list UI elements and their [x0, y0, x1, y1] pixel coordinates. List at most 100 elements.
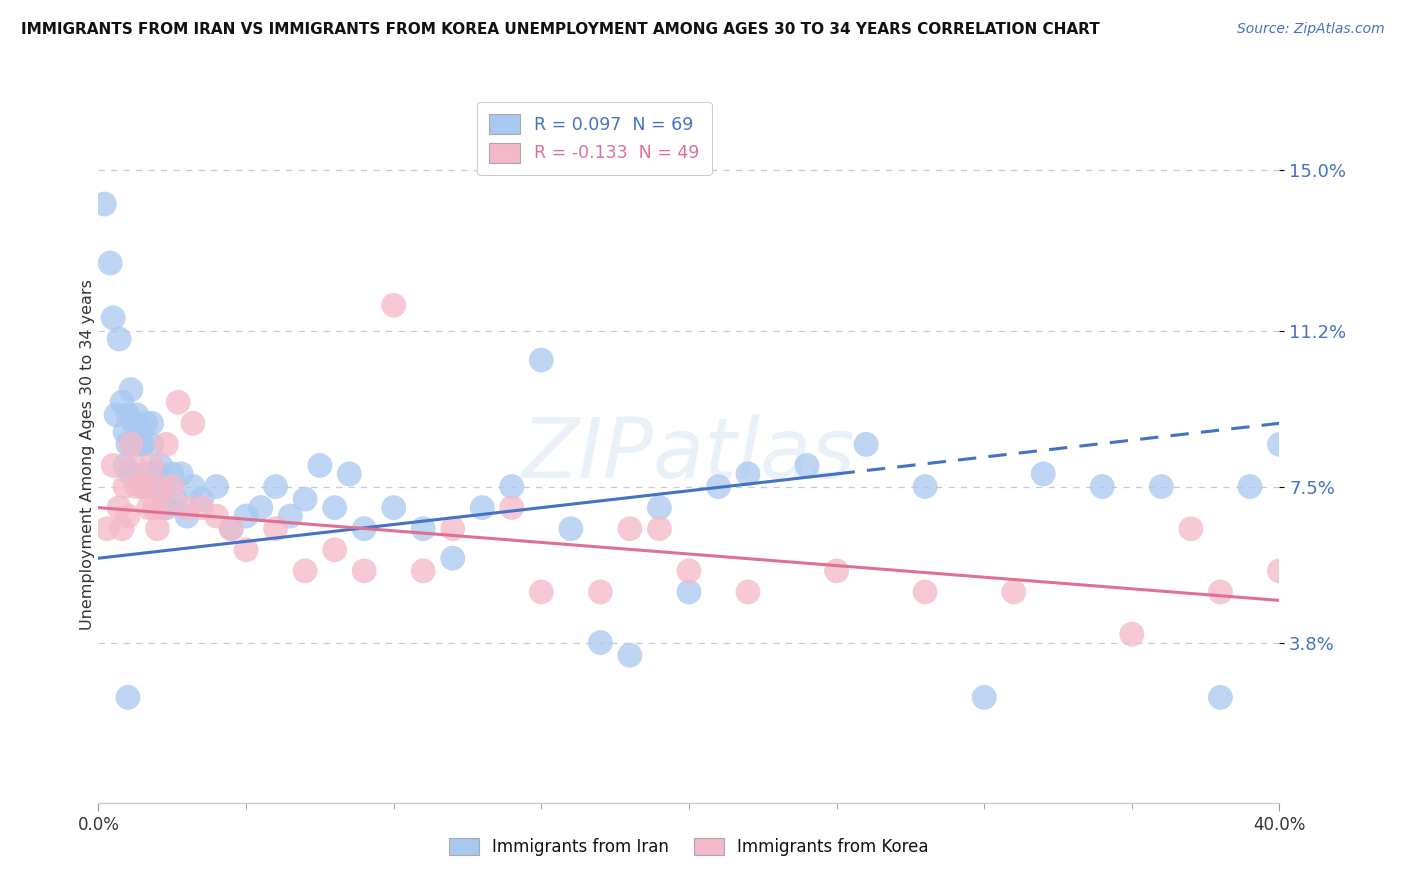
Point	[138, 500, 160, 515]
Point	[108, 332, 131, 346]
Point	[135, 417, 157, 431]
Point	[1209, 690, 1232, 705]
Point	[191, 492, 214, 507]
Point	[191, 500, 214, 515]
Point	[441, 522, 464, 536]
Point	[1002, 585, 1025, 599]
Point	[141, 458, 163, 473]
Point	[530, 353, 553, 368]
Point	[678, 585, 700, 599]
Point	[796, 458, 818, 473]
Point	[235, 509, 257, 524]
Point	[1180, 522, 1202, 536]
Point	[93, 197, 115, 211]
Point	[162, 479, 183, 493]
Point	[412, 522, 434, 536]
Point	[98, 256, 121, 270]
Point	[176, 509, 198, 524]
Point	[120, 437, 142, 451]
Point	[141, 437, 163, 451]
Point	[737, 467, 759, 481]
Point	[280, 509, 302, 524]
Point	[125, 408, 148, 422]
Point	[619, 648, 641, 663]
Point	[1239, 479, 1261, 493]
Point	[111, 522, 134, 536]
Point	[149, 479, 172, 493]
Point	[589, 635, 612, 649]
Point	[973, 690, 995, 705]
Point	[530, 585, 553, 599]
Point	[114, 479, 136, 493]
Point	[382, 500, 405, 515]
Point	[353, 564, 375, 578]
Point	[1150, 479, 1173, 493]
Point	[114, 458, 136, 473]
Point	[122, 417, 145, 431]
Point	[146, 467, 169, 481]
Point	[353, 522, 375, 536]
Point	[146, 522, 169, 536]
Point	[120, 467, 142, 481]
Point	[120, 383, 142, 397]
Point	[111, 395, 134, 409]
Point	[501, 479, 523, 493]
Point	[96, 522, 118, 536]
Point	[855, 437, 877, 451]
Point	[678, 564, 700, 578]
Point	[128, 437, 150, 451]
Point	[167, 395, 190, 409]
Point	[323, 542, 346, 557]
Point	[181, 479, 204, 493]
Point	[176, 500, 198, 515]
Point	[441, 551, 464, 566]
Point	[737, 585, 759, 599]
Point	[135, 479, 157, 493]
Point	[117, 437, 139, 451]
Point	[152, 500, 174, 515]
Text: IMMIGRANTS FROM IRAN VS IMMIGRANTS FROM KOREA UNEMPLOYMENT AMONG AGES 30 TO 34 Y: IMMIGRANTS FROM IRAN VS IMMIGRANTS FROM …	[21, 22, 1099, 37]
Point	[914, 585, 936, 599]
Point	[471, 500, 494, 515]
Point	[122, 437, 145, 451]
Point	[560, 522, 582, 536]
Point	[1032, 467, 1054, 481]
Point	[309, 458, 332, 473]
Point	[382, 298, 405, 312]
Point	[264, 479, 287, 493]
Point	[108, 500, 131, 515]
Point	[294, 492, 316, 507]
Point	[117, 509, 139, 524]
Point	[117, 408, 139, 422]
Text: ZIPatlas: ZIPatlas	[522, 415, 856, 495]
Point	[825, 564, 848, 578]
Point	[103, 458, 125, 473]
Point	[165, 492, 187, 507]
Point	[141, 417, 163, 431]
Point	[1091, 479, 1114, 493]
Point	[125, 479, 148, 493]
Point	[1209, 585, 1232, 599]
Point	[132, 437, 155, 451]
Point	[339, 467, 361, 481]
Point	[250, 500, 273, 515]
Point	[619, 522, 641, 536]
Point	[152, 479, 174, 493]
Point	[155, 500, 177, 515]
Point	[105, 408, 128, 422]
Point	[1298, 627, 1320, 641]
Point	[412, 564, 434, 578]
Point	[914, 479, 936, 493]
Point	[205, 479, 228, 493]
Point	[589, 585, 612, 599]
Point	[181, 417, 204, 431]
Point	[501, 500, 523, 515]
Point	[170, 467, 193, 481]
Point	[114, 425, 136, 439]
Point	[149, 458, 172, 473]
Text: Source: ZipAtlas.com: Source: ZipAtlas.com	[1237, 22, 1385, 37]
Point	[648, 522, 671, 536]
Point	[132, 479, 155, 493]
Point	[103, 310, 125, 325]
Point	[122, 458, 145, 473]
